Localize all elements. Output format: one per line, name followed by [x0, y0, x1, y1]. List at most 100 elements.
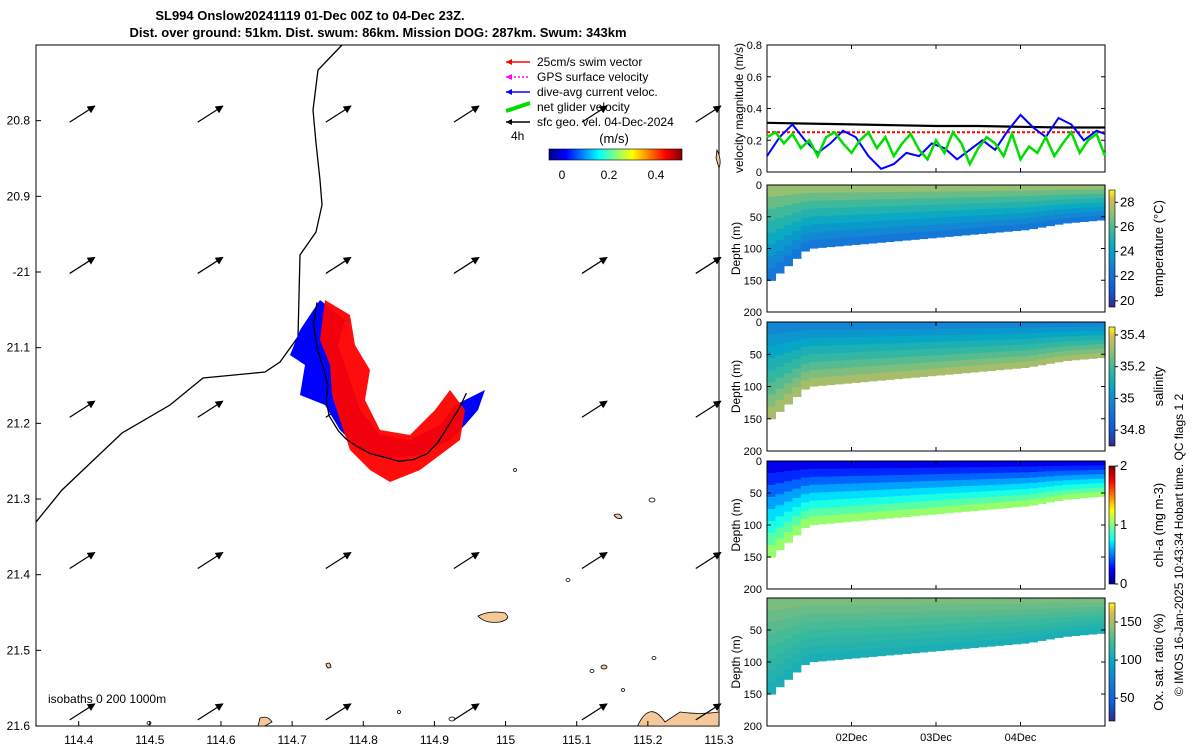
heatmap-cell — [1028, 471, 1038, 479]
heatmap-cell — [1088, 483, 1098, 489]
heatmap-cell — [868, 619, 878, 628]
colorbar-tick-label: 20 — [1120, 293, 1134, 308]
heatmap-cell — [859, 620, 869, 629]
heatmap-cell — [800, 363, 810, 373]
heatmap-cell — [792, 194, 802, 204]
heatmap-cell — [969, 485, 979, 493]
heatmap-cell — [1062, 602, 1072, 609]
heatmap-cell — [978, 346, 988, 354]
heatmap-cell — [1079, 216, 1089, 222]
heatmap-cell — [859, 344, 869, 353]
heatmap-cell — [843, 476, 853, 485]
heatmap-cell — [885, 192, 895, 200]
heatmap-cell — [978, 497, 988, 505]
heatmap-cell — [868, 213, 878, 222]
heatmap-cell — [1028, 223, 1038, 230]
heatmap-cell — [826, 621, 836, 630]
heatmap-cell — [809, 500, 819, 510]
heatmap-cell — [800, 338, 810, 348]
heatmap-cell — [893, 371, 903, 380]
heatmap-cell — [936, 204, 946, 212]
heatmap-cell — [1037, 206, 1047, 212]
heatmap-cell — [1096, 487, 1106, 493]
heatmap-cell — [792, 662, 802, 673]
heatmap-cell — [775, 250, 785, 263]
colorbar-tick-label: 0 — [1120, 576, 1127, 591]
heatmap-cell — [1088, 185, 1098, 191]
heatmap-cell — [936, 224, 946, 232]
heatmap-cell — [809, 621, 819, 631]
heatmap-cell — [902, 481, 912, 490]
heatmap-cell — [902, 356, 912, 365]
heatmap-cell — [783, 215, 793, 226]
heatmap-cell — [809, 508, 819, 518]
heatmap-cell — [902, 370, 912, 379]
heatmap-cell — [859, 351, 869, 360]
legend-note: 4h — [511, 129, 524, 143]
heatmap-cell — [1088, 198, 1098, 204]
heatmap-cell — [800, 502, 810, 512]
heatmap-cell — [885, 598, 895, 606]
heatmap-cell — [1028, 355, 1038, 362]
y-tick-label: 150 — [744, 275, 762, 287]
heatmap-cell — [919, 328, 929, 337]
heatmap-cell — [910, 322, 920, 330]
heatmap-cell — [1071, 598, 1081, 604]
heatmap-cell — [834, 352, 844, 362]
colorbar — [1108, 602, 1116, 722]
heatmap-cell — [1037, 482, 1047, 489]
heatmap-cell — [834, 223, 844, 232]
heatmap-cell — [1003, 219, 1013, 226]
island — [325, 662, 332, 669]
heatmap-cell — [868, 461, 878, 469]
heatmap-cell — [902, 474, 912, 483]
heatmap-cell — [1079, 602, 1089, 608]
heatmap-cell — [809, 468, 819, 478]
heatmap-cell — [952, 322, 962, 330]
heatmap-cell — [969, 365, 979, 373]
heatmap-cell — [1062, 208, 1072, 214]
heatmap-cell — [893, 329, 903, 337]
heatmap-cell — [952, 203, 962, 211]
heatmap-cell — [1096, 202, 1106, 208]
heatmap-cell — [969, 479, 979, 487]
heatmap-cell — [1096, 215, 1106, 221]
map-x-tick-label: 114.4 — [64, 733, 93, 747]
heatmap-cell — [1071, 208, 1081, 214]
heatmap-cell — [1071, 322, 1081, 328]
island — [715, 148, 721, 170]
heatmap-cell — [978, 221, 988, 228]
heatmap-cell — [1003, 351, 1013, 358]
heatmap-cell — [834, 613, 844, 622]
map-panel: 114.4 114.5 114.6 114.7 114.8 114.9 115 115.1 11… — [7, 44, 734, 747]
heatmap-cell — [800, 519, 810, 529]
heatmap-cell — [783, 225, 793, 236]
heatmap-cell — [910, 356, 920, 364]
heatmap-cell — [944, 348, 954, 356]
heatmap-cell — [817, 621, 827, 630]
heatmap-cell — [936, 624, 946, 632]
heatmap-cell — [969, 203, 979, 211]
heatmap-cell — [893, 357, 903, 366]
heatmap-cell — [800, 494, 810, 504]
heatmap-cell — [868, 336, 878, 345]
heatmap-cell — [944, 185, 954, 193]
heatmap-cell — [1062, 626, 1072, 632]
heatmap-cell — [944, 636, 954, 644]
heatmap-cell — [775, 322, 785, 334]
heatmap-cell — [952, 229, 962, 237]
heatmap-cell — [809, 492, 819, 502]
heatmap-cell — [826, 605, 836, 615]
heatmap-cell — [767, 394, 777, 408]
heatmap-cell — [978, 628, 988, 636]
geo-velocity-arrow — [453, 703, 480, 721]
heatmap-cell — [851, 598, 861, 607]
heatmap-cell — [893, 350, 903, 358]
heatmap-cell — [1071, 489, 1081, 495]
geo-velocity-arrow — [197, 105, 224, 123]
heatmap-cell — [859, 512, 869, 521]
heatmap-cell — [843, 498, 853, 508]
heatmap-cell — [1028, 608, 1038, 616]
heatmap-cell — [1003, 495, 1013, 503]
heatmap-cell — [767, 244, 777, 258]
